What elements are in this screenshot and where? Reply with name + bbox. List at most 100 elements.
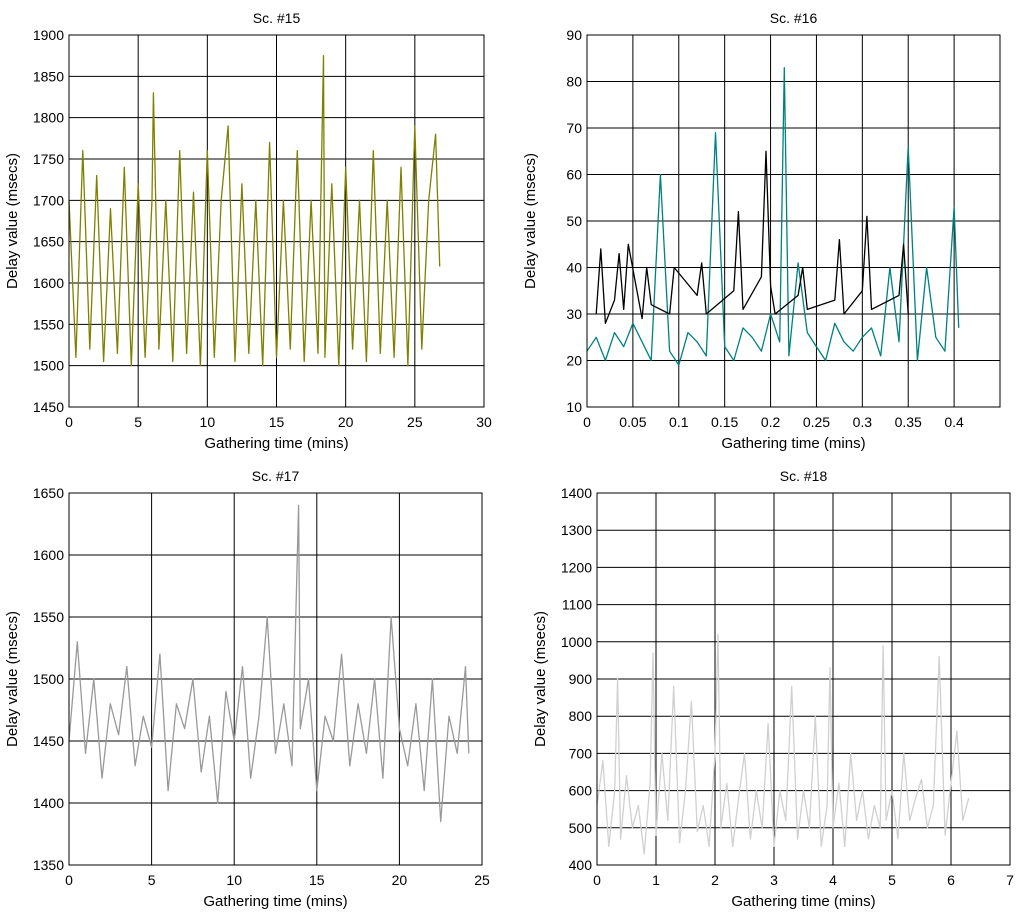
y-tick-label: 1500 [33, 358, 64, 374]
x-tick-label: 30 [476, 414, 492, 430]
y-tick-label: 800 [569, 708, 593, 724]
x-tick-label: 15 [269, 414, 285, 430]
y-tick-label: 900 [569, 671, 593, 687]
y-tick-label: 80 [566, 74, 582, 90]
chart-title: Sc. #18 [780, 468, 828, 484]
tick-labels: 0 0.05 0.1 0.15 0.2 0.25 0.3 0.35 0.4 10 20 30 40 50 6… [566, 27, 964, 430]
y-tick-label: 1200 [561, 559, 592, 575]
x-tick-label: 0.05 [619, 414, 646, 430]
data-lines [596, 633, 970, 855]
x-tick-label: 0 [65, 872, 73, 888]
x-tick-label: 0.3 [853, 414, 873, 430]
grid-lines [68, 492, 483, 866]
y-tick-label: 1600 [33, 547, 64, 563]
x-tick-label: 0.15 [711, 414, 738, 430]
y-tick-label: 600 [569, 783, 593, 799]
y-tick-label: 1400 [33, 795, 64, 811]
series-line-1 [595, 150, 909, 324]
y-axis-label: Delay value (msecs) [522, 153, 539, 289]
y-tick-label: 30 [566, 306, 582, 322]
data-lines [68, 55, 441, 367]
x-tick-label: 4 [829, 872, 837, 888]
data-lines [68, 504, 470, 823]
series-line-0 [596, 633, 970, 855]
y-tick-label: 400 [569, 857, 593, 873]
y-tick-label: 1650 [33, 485, 64, 501]
y-tick-label: 60 [566, 167, 582, 183]
x-tick-label: 20 [392, 872, 408, 888]
x-tick-label: 7 [1006, 872, 1014, 888]
y-tick-label: 40 [566, 260, 582, 276]
chart-title: Sc. #16 [770, 10, 818, 26]
plot-frame [586, 34, 1001, 408]
x-tick-label: 0.4 [944, 414, 964, 430]
x-tick-label: 0 [583, 414, 591, 430]
x-tick-label: 10 [226, 872, 242, 888]
grid-lines [586, 34, 1000, 408]
x-tick-label: 5 [148, 872, 156, 888]
x-axis-label: Gathering time (mins) [203, 893, 347, 910]
x-tick-label: 0 [65, 414, 73, 430]
chart-title: Sc. #17 [252, 468, 300, 484]
x-tick-label: 3 [770, 872, 778, 888]
y-tick-label: 1500 [33, 671, 64, 687]
y-tick-label: 1700 [33, 192, 64, 208]
x-tick-label: 25 [474, 872, 490, 888]
x-axis-label: Gathering time (mins) [731, 893, 875, 910]
y-tick-label: 1300 [561, 522, 592, 538]
x-tick-label: 6 [947, 872, 955, 888]
x-tick-label: 15 [309, 872, 325, 888]
y-tick-label: 1800 [33, 110, 64, 126]
plot-frame [68, 34, 485, 408]
y-tick-label: 700 [569, 745, 593, 761]
y-tick-label: 50 [566, 213, 582, 229]
series-line-0 [68, 504, 470, 823]
y-tick-label: 500 [569, 820, 593, 836]
chart-panel-sc18: Sc. #18 Gathering time (mins) Delay valu… [532, 468, 1014, 910]
x-axis-label: Gathering time (mins) [721, 435, 865, 452]
x-tick-label: 0.35 [895, 414, 922, 430]
plot-frame [596, 492, 1011, 866]
y-tick-label: 1650 [33, 234, 64, 250]
y-tick-label: 1550 [33, 609, 64, 625]
y-tick-label: 20 [566, 353, 582, 369]
x-tick-label: 2 [711, 872, 719, 888]
x-tick-label: 5 [888, 872, 896, 888]
x-tick-label: 1 [652, 872, 660, 888]
y-tick-label: 1100 [562, 597, 592, 613]
y-tick-label: 1350 [33, 857, 64, 873]
y-tick-label: 1450 [33, 399, 64, 415]
y-axis-label: Delay value (msecs) [4, 611, 21, 747]
tick-labels: 0 1 2 3 4 5 6 7 400 500 600 700 800 900 1000 1100 1200 13… [561, 485, 1014, 888]
y-tick-label: 1600 [33, 275, 64, 291]
y-tick-label: 1750 [33, 151, 64, 167]
chart-panel-sc16: Sc. #16 Gathering time (mins) Delay valu… [522, 10, 1001, 452]
chart-panel-sc17: Sc. #17 Gathering time (mins) Delay valu… [4, 468, 490, 910]
plot-frame [68, 492, 483, 866]
x-tick-label: 25 [407, 414, 423, 430]
series-line-0 [68, 55, 441, 367]
y-tick-label: 10 [566, 399, 582, 415]
y-tick-label: 1000 [561, 634, 592, 650]
x-tick-label: 0.2 [761, 414, 781, 430]
y-tick-label: 1400 [561, 485, 592, 501]
tick-labels: 0 5 10 15 20 25 30 1450 1500 1550 1600 1650 1700 1750… [33, 27, 492, 430]
x-tick-label: 20 [338, 414, 354, 430]
y-tick-label: 1550 [33, 316, 64, 332]
x-tick-label: 10 [200, 414, 216, 430]
y-tick-label: 70 [566, 120, 582, 136]
chart-title: Sc. #15 [253, 10, 301, 26]
y-tick-label: 90 [566, 27, 582, 43]
y-axis-label: Delay value (msecs) [532, 611, 549, 747]
y-tick-label: 1450 [33, 733, 64, 749]
chart-panel-sc15: Sc. #15 Gathering time (mins) Delay valu… [4, 10, 492, 452]
y-tick-label: 1850 [33, 68, 64, 84]
x-tick-label: 0.1 [669, 414, 689, 430]
tick-labels: 0 5 10 15 20 25 1350 1400 1450 1500 1550 1600 1650 [33, 485, 490, 888]
y-tick-label: 1900 [33, 27, 64, 43]
x-axis-label: Gathering time (mins) [204, 435, 348, 452]
x-tick-label: 0 [593, 872, 601, 888]
data-lines [586, 66, 960, 366]
x-tick-label: 5 [134, 414, 142, 430]
